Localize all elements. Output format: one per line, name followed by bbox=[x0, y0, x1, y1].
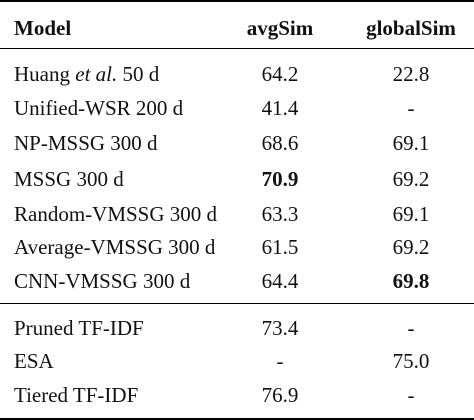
row-model: Random-VMSSG 300 d bbox=[14, 202, 217, 226]
row-model-italic: et al. bbox=[75, 62, 117, 86]
header-globalsim: globalSim bbox=[352, 16, 470, 40]
row-model: CNN-VMSSG 300 d bbox=[14, 269, 190, 293]
row-model: Average-VMSSG 300 d bbox=[14, 235, 215, 259]
row-avgsim: 61.5 bbox=[228, 235, 332, 259]
row-model: Tiered TF-IDF bbox=[14, 383, 138, 407]
row-avgsim: 68.6 bbox=[228, 131, 332, 155]
row-avgsim: 63.3 bbox=[228, 202, 332, 226]
row-globalsim: 22.8 bbox=[352, 62, 470, 86]
row-model: ESA bbox=[14, 349, 54, 373]
top-rule bbox=[0, 0, 474, 2]
row-avgsim-best: 70.9 bbox=[228, 167, 332, 191]
row-globalsim: - bbox=[352, 96, 470, 120]
row-model: Pruned TF-IDF bbox=[14, 316, 144, 340]
row-globalsim: 69.2 bbox=[352, 167, 470, 191]
row-model-prefix: Huang bbox=[14, 62, 75, 86]
group-separator-rule bbox=[0, 303, 474, 304]
row-avgsim: 73.4 bbox=[228, 316, 332, 340]
row-globalsim: 69.2 bbox=[352, 235, 470, 259]
row-globalsim: 69.1 bbox=[352, 202, 470, 226]
row-model-suffix: 50 d bbox=[117, 62, 159, 86]
row-avgsim: 41.4 bbox=[228, 96, 332, 120]
row-model: MSSG 300 d bbox=[14, 167, 124, 191]
row-globalsim: - bbox=[352, 383, 470, 407]
row-globalsim: - bbox=[352, 316, 470, 340]
row-model: NP-MSSG 300 d bbox=[14, 131, 158, 155]
row-globalsim: 75.0 bbox=[352, 349, 470, 373]
row-globalsim-best: 69.8 bbox=[352, 269, 470, 293]
row-model: Unified-WSR 200 d bbox=[14, 96, 183, 120]
row-avgsim: 76.9 bbox=[228, 383, 332, 407]
header-rule bbox=[0, 48, 474, 49]
row-globalsim: 69.1 bbox=[352, 131, 470, 155]
header-avgsim: avgSim bbox=[228, 16, 332, 40]
row-avgsim: 64.4 bbox=[228, 269, 332, 293]
row-avgsim: - bbox=[228, 349, 332, 373]
row-avgsim: 64.2 bbox=[228, 62, 332, 86]
row-model: Huang et al. 50 d bbox=[14, 62, 159, 86]
header-model: Model bbox=[14, 16, 71, 40]
